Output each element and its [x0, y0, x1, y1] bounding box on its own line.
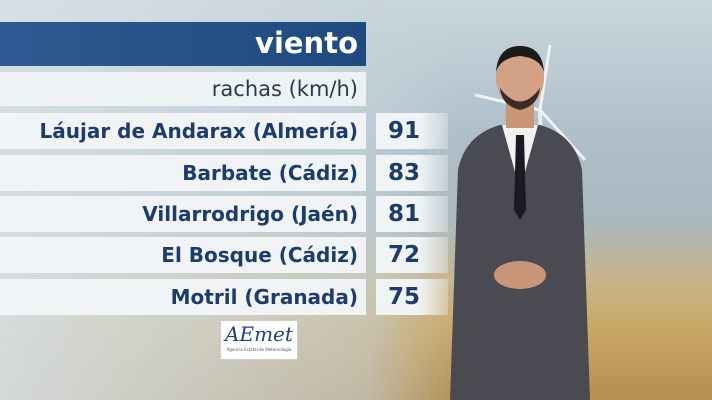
table-row: Motril (Granada) 75 — [0, 279, 460, 315]
page-title: viento — [0, 22, 366, 66]
place-name: Barbate (Cádiz) — [0, 155, 366, 191]
gust-value: 75 — [376, 279, 448, 315]
place-name: Motril (Granada) — [0, 279, 366, 315]
table-row: Barbate (Cádiz) 83 — [0, 155, 460, 191]
table-row: Láujar de Andarax (Almería) 91 — [0, 113, 460, 149]
place-name: Villarrodrigo (Jaén) — [0, 196, 366, 232]
logo-text: AEmet — [225, 322, 293, 346]
aemet-logo: AEmet Agencia Estatal de Meteorología — [220, 320, 298, 360]
table-row: El Bosque (Cádiz) 72 — [0, 237, 460, 273]
gust-value: 72 — [376, 237, 448, 273]
gust-value: 83 — [376, 155, 448, 191]
place-name: Láujar de Andarax (Almería) — [0, 113, 366, 149]
place-name: El Bosque (Cádiz) — [0, 237, 366, 273]
gust-value: 81 — [376, 196, 448, 232]
logo-subtext: Agencia Estatal de Meteorología — [226, 347, 292, 352]
presenter — [450, 46, 590, 400]
subtitle: rachas (km/h) — [0, 72, 366, 106]
table-row: Villarrodrigo (Jaén) 81 — [0, 196, 460, 232]
gust-value: 91 — [376, 113, 448, 149]
